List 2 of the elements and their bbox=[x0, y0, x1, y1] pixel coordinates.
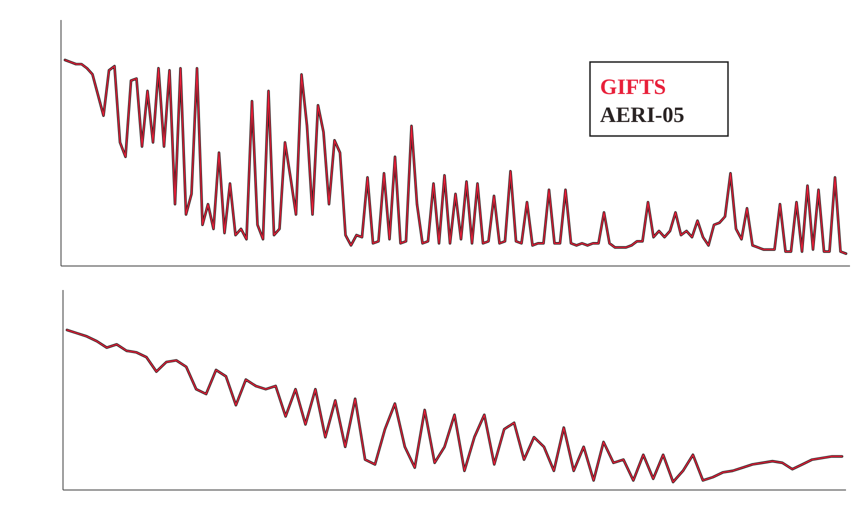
text: AERI-05 bbox=[600, 102, 684, 127]
text: GIFTS bbox=[600, 74, 666, 99]
